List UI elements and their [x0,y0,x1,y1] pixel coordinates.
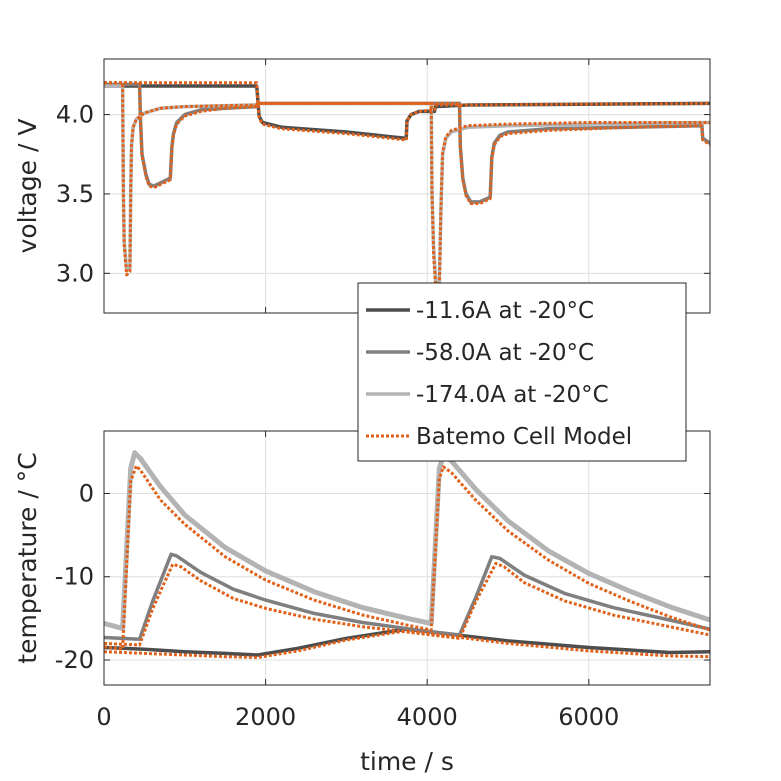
y-axis-label: temperature / °C [13,452,42,663]
series-group [104,450,710,659]
series-line-batemo-cell-model-3 [104,81,710,294]
plot-area [104,59,710,313]
legend-label-58-0a-at-20-c: -58.0A at -20°C [416,340,594,366]
series-group [104,81,710,294]
voltage-axes: 3.0 3.5 4.0 voltage / V [13,58,711,314]
y-tick-label: 0 [79,479,94,507]
y-tick-label: 3.0 [56,259,94,287]
series-line-batemo-cell-model-1 [104,629,710,659]
temperature-axes: -20 -10 0 0 2000 4000 6000 temperature / °C time… [13,430,711,776]
x-tick-label: 4000 [397,703,458,731]
plot-area [104,431,710,685]
y-tick-label: 4.0 [56,101,94,129]
series-line-batemo-cell-model-2 [104,561,710,647]
legend-label-11-6a-at-20-c: -11.6A at -20°C [416,298,594,324]
series-line-58-0a-at-20-c [104,552,710,641]
series-line-174-0a-at-20-c [104,450,710,631]
series-line-batemo-cell-model-3 [104,464,710,651]
x-tick-label: 2000 [235,703,296,731]
y-axis-label: voltage / V [13,119,42,254]
legend: -11.6A at -20°C -58.0A at -20°C -174.0A at… [357,282,687,462]
legend-label-batemo-cell-model: Batemo Cell Model [416,424,632,450]
legend-label-174-0a-at-20-c: -174.0A at -20°C [416,382,609,408]
series-line-11-6a-at-20-c [104,627,710,657]
x-tick-label: 6000 [558,703,619,731]
x-tick-label: 0 [96,703,111,731]
legend-box [357,282,687,462]
series-line-batemo-cell-model-2 [104,81,710,205]
y-tick-label: -20 [55,646,94,674]
y-tick-label: 3.5 [56,180,94,208]
y-tick-label: -10 [55,563,94,591]
x-axis-label: time / s [360,747,454,776]
